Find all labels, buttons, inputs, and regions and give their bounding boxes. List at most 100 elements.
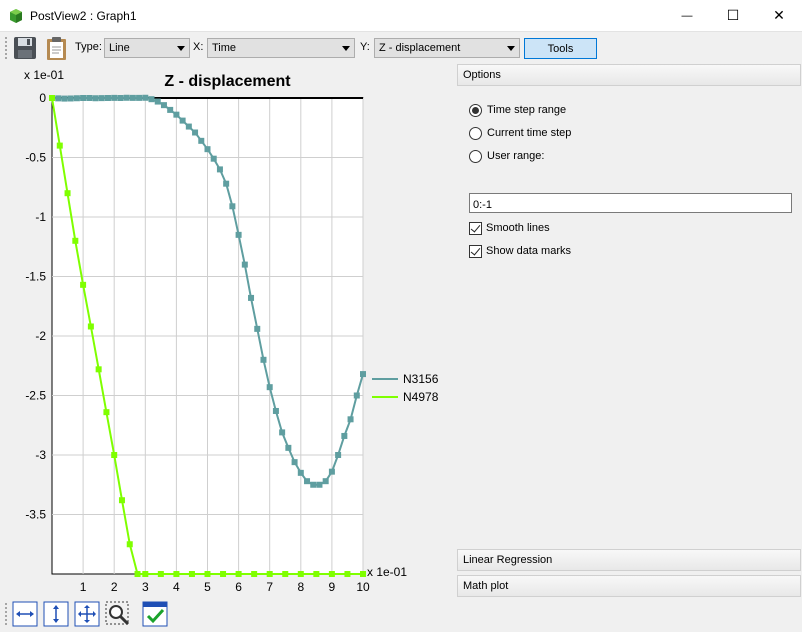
data-point xyxy=(73,95,80,102)
smooth-lines-checkbox[interactable]: Smooth lines xyxy=(469,220,550,236)
data-point xyxy=(142,94,149,101)
show-data-marks-checkbox[interactable]: Show data marks xyxy=(469,243,571,259)
radio-time-step-range[interactable]: Time step range xyxy=(469,102,566,118)
data-point xyxy=(67,95,74,102)
y-select[interactable]: Z - displacement xyxy=(374,38,520,58)
x-select-value: Time xyxy=(212,42,237,54)
data-point xyxy=(142,571,149,577)
data-point xyxy=(118,497,125,504)
math-plot-header[interactable]: Math plot xyxy=(457,575,801,597)
data-point xyxy=(185,123,192,130)
y-label: Y: xyxy=(360,41,370,53)
data-point xyxy=(328,571,335,577)
data-point xyxy=(210,155,217,162)
radio-button[interactable] xyxy=(469,103,482,117)
data-point xyxy=(64,190,71,197)
radio-label: Time step range xyxy=(487,104,567,116)
data-point xyxy=(328,468,335,475)
data-point xyxy=(310,481,317,488)
data-point xyxy=(80,95,87,101)
data-point xyxy=(111,94,118,101)
data-point xyxy=(285,444,292,451)
data-point xyxy=(316,481,323,488)
x-scale-label: x 1e-01 xyxy=(367,565,407,579)
data-point xyxy=(154,98,161,105)
chevron-down-icon xyxy=(177,46,185,51)
minimize-button[interactable]: — xyxy=(664,0,710,31)
data-point xyxy=(103,409,110,416)
x-tick-label: 10 xyxy=(356,580,370,594)
close-button[interactable]: ✕ xyxy=(756,0,802,31)
data-point xyxy=(297,571,304,577)
user-range-input[interactable] xyxy=(469,193,792,213)
fit-horizontal-icon[interactable] xyxy=(12,601,38,627)
data-point xyxy=(313,571,320,577)
x-tick-label: 3 xyxy=(142,580,149,594)
clipboard-icon[interactable] xyxy=(44,35,70,61)
radio-current-time-step[interactable]: Current time step xyxy=(469,125,571,141)
x-select[interactable]: Time xyxy=(207,38,355,58)
maximize-icon: ☐ xyxy=(726,7,740,23)
data-point xyxy=(204,571,211,577)
data-point xyxy=(291,459,298,466)
checkbox[interactable] xyxy=(469,221,482,235)
data-point xyxy=(254,325,261,332)
chevron-down-icon xyxy=(507,46,515,51)
side-panel: Options Time step range Current time ste… xyxy=(456,64,802,598)
data-point xyxy=(117,95,124,101)
tools-button[interactable]: Tools xyxy=(524,38,597,59)
data-point xyxy=(216,166,223,173)
data-point xyxy=(80,281,87,288)
data-point xyxy=(111,452,118,458)
type-label: Type: xyxy=(75,41,102,53)
x-tick-label: 4 xyxy=(173,580,180,594)
data-point xyxy=(341,432,348,439)
data-point xyxy=(220,571,227,577)
y-tick-label: -3 xyxy=(35,448,46,462)
data-point xyxy=(235,571,242,577)
linear-regression-header[interactable]: Linear Regression xyxy=(457,549,801,571)
data-point xyxy=(335,452,342,458)
toolbar: Type: Line X: Time Y: Z - displacement T… xyxy=(0,32,802,64)
x-tick-label: 5 xyxy=(204,580,211,594)
data-point xyxy=(148,96,155,103)
save-icon[interactable] xyxy=(12,35,38,61)
plot-area[interactable]: 0 -0.5 -1 -1.5 -2 -2.5 -3 -3.5 1 2 3 4 5 6 7 8 9 10 Z - di… xyxy=(0,64,455,598)
radio-user-range[interactable]: User range: xyxy=(469,148,544,164)
radio-button[interactable] xyxy=(469,126,482,140)
options-body: Time step range Current time step User r… xyxy=(457,87,801,549)
zoom-select-icon[interactable] xyxy=(105,601,131,627)
data-point xyxy=(266,571,273,577)
data-point xyxy=(347,416,354,423)
checkbox[interactable] xyxy=(469,244,482,258)
y-tick-label: -1 xyxy=(35,210,46,224)
y-scale-label: x 1e-01 xyxy=(24,68,64,82)
fit-vertical-icon[interactable] xyxy=(43,601,69,627)
maximize-button[interactable]: ☐ xyxy=(710,0,756,31)
radio-button[interactable] xyxy=(469,149,482,163)
data-point xyxy=(360,371,366,378)
data-point xyxy=(297,469,304,476)
data-point xyxy=(92,95,99,102)
line-chart[interactable]: 0 -0.5 -1 -1.5 -2 -2.5 -3 -3.5 1 2 3 4 5 6 7 8 9 10 Z - di… xyxy=(0,64,455,598)
data-point xyxy=(56,142,63,149)
data-check-icon[interactable] xyxy=(142,601,168,627)
x-tick-label: 1 xyxy=(80,580,87,594)
toolbar-grip xyxy=(4,36,8,60)
data-point xyxy=(173,111,180,118)
type-select[interactable]: Line xyxy=(104,38,190,58)
y-tick-label: -0.5 xyxy=(25,151,46,165)
legend-label: N3156 xyxy=(403,372,439,386)
options-header[interactable]: Options xyxy=(457,64,801,86)
y-select-value: Z - displacement xyxy=(379,42,461,54)
toolbar-grip xyxy=(4,602,8,626)
close-icon: ✕ xyxy=(773,7,785,23)
data-point xyxy=(229,203,236,210)
checkbox-label: Show data marks xyxy=(486,245,571,257)
data-point xyxy=(322,478,329,485)
data-point xyxy=(360,571,366,577)
minimize-icon: — xyxy=(681,9,693,22)
data-point xyxy=(260,356,267,363)
fit-all-icon[interactable] xyxy=(74,601,100,627)
data-point xyxy=(123,94,130,101)
